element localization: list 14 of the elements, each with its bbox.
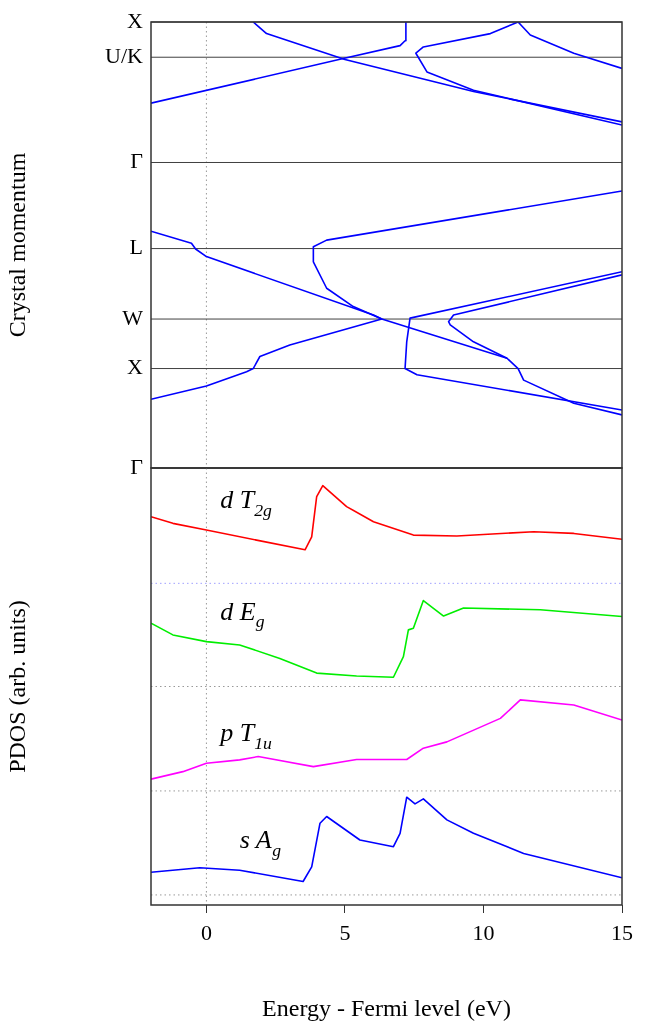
y-axis-title: Crystal momentum xyxy=(3,152,30,338)
ref-line-label: X xyxy=(127,354,144,380)
x-tick-label: 10 xyxy=(472,919,495,945)
ref-line-label: Γ xyxy=(130,148,144,174)
ref-line-label: W xyxy=(122,304,144,330)
ref-line-label: U/K xyxy=(105,43,144,69)
x-tick-label: 15 xyxy=(611,919,633,945)
ref-line-label: Γ xyxy=(130,453,144,479)
ref-line-label: L xyxy=(129,234,143,260)
ref-line-label: X xyxy=(127,7,144,33)
x-axis-title: Energy - Fermi level (eV) xyxy=(262,994,511,1021)
x-tick-label: 5 xyxy=(339,919,351,945)
y-axis-title: PDOS (arb. units) xyxy=(3,600,30,773)
x-tick-label: 0 xyxy=(200,919,212,945)
